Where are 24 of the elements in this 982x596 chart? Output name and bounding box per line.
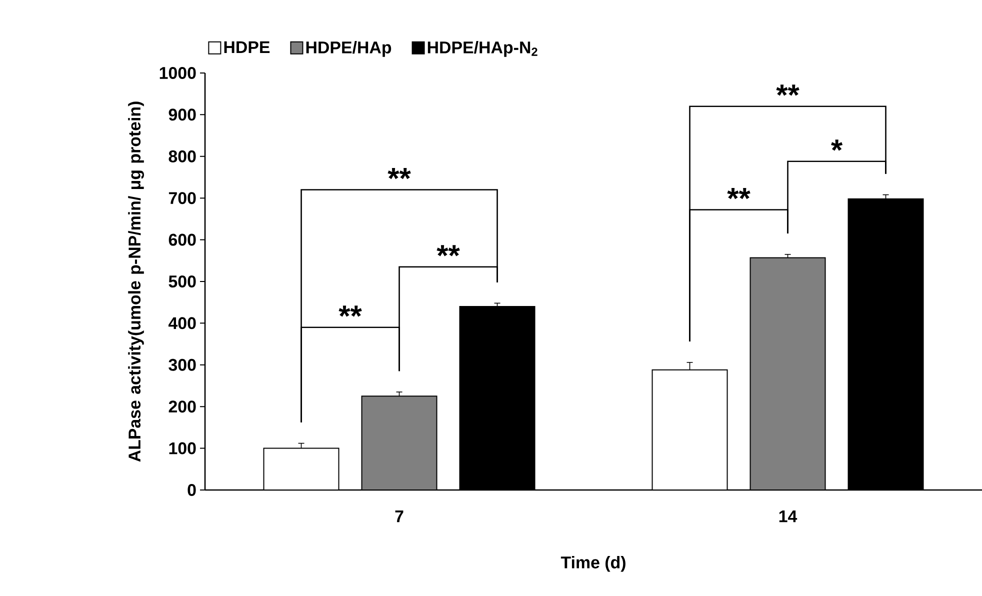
annotation: ** bbox=[727, 188, 750, 200]
annotation: ** bbox=[436, 245, 460, 256]
y-axis-title: ALPase activity(umole p-NP/min/ μg protein) bbox=[128, 102, 144, 462]
legend-label: HDPE/HAp-N$_{2}$ bbox=[428, 41, 538, 57]
x-tick-label: 14 bbox=[779, 510, 798, 522]
annotation: ** bbox=[776, 84, 800, 96]
y-tick-label: 800 bbox=[168, 150, 196, 162]
y-tick-label: 100 bbox=[169, 442, 196, 454]
y-tick-label: 200 bbox=[168, 400, 196, 413]
legend-label: HDPE/HAp bbox=[306, 41, 392, 57]
y-tick-label: 600 bbox=[168, 234, 196, 246]
y-tick-label: 1000 bbox=[160, 66, 196, 79]
y-tick-label: 0 bbox=[188, 484, 196, 496]
annotation: ** bbox=[338, 306, 362, 317]
y-tick-label: 500 bbox=[168, 275, 196, 288]
y-tick-label: 900 bbox=[168, 108, 196, 121]
y-tick-label: 400 bbox=[168, 317, 196, 330]
y-tick-label: 300 bbox=[168, 358, 196, 371]
legend-label: HDPE bbox=[224, 41, 270, 53]
x-tick-label: 7 bbox=[395, 510, 404, 522]
annotation: * bbox=[831, 140, 843, 151]
y-tick-label: 700 bbox=[168, 192, 196, 204]
annotation: ** bbox=[388, 168, 411, 180]
x-axis-title: Time (d) bbox=[560, 556, 626, 572]
